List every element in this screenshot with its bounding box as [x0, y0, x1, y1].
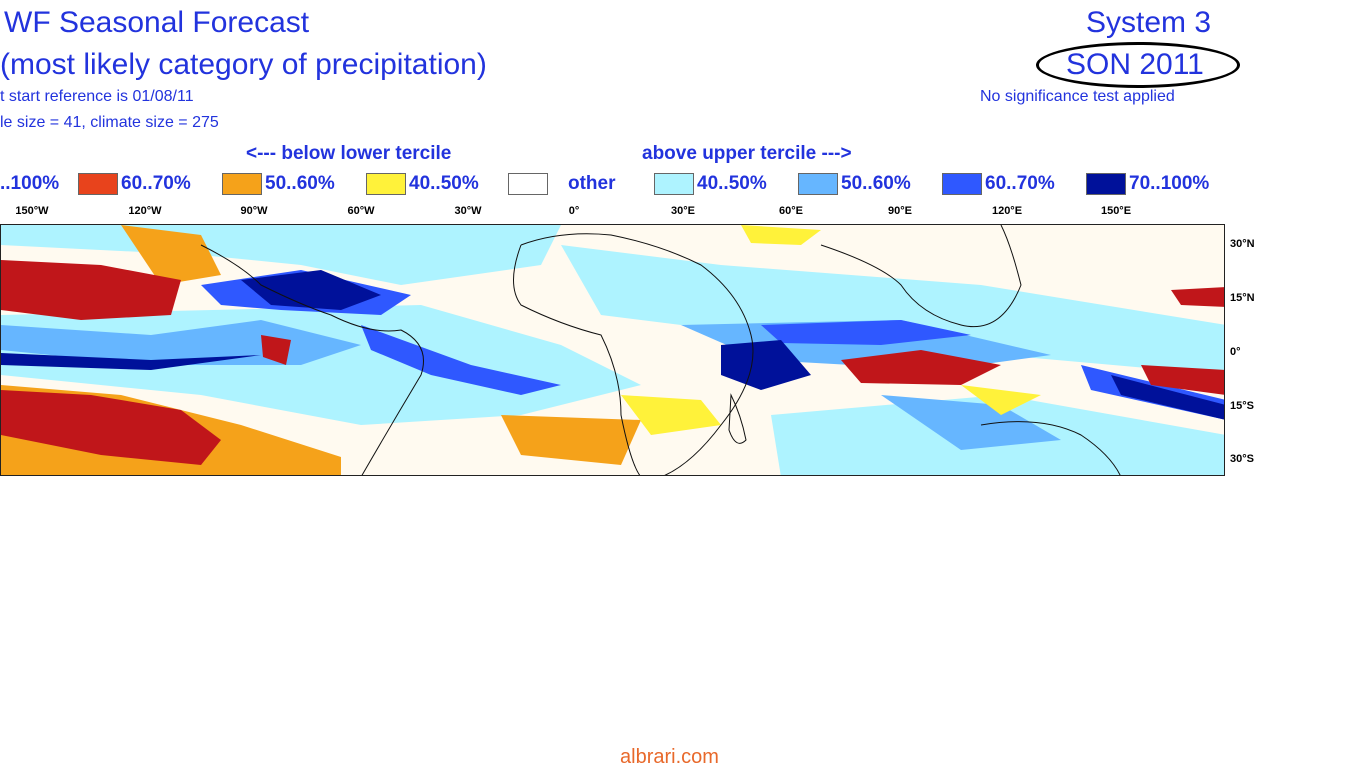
- legend-swatch: [508, 173, 548, 195]
- longitude-label: 150°E: [1100, 205, 1132, 217]
- forecast-title: WF Seasonal Forecast: [4, 6, 310, 39]
- legend-swatch: [654, 173, 694, 195]
- legend-label: 70..100%: [1129, 173, 1210, 194]
- longitude-label: 0°: [568, 205, 580, 217]
- coastline-australia: [980, 421, 1121, 475]
- significance-note: No significance test applied: [980, 88, 1175, 105]
- ensemble-size-text: le size = 41, climate size = 275: [0, 114, 219, 131]
- legend-swatch: [942, 173, 982, 195]
- region-below-60: [1171, 287, 1224, 307]
- region-below-60: [1, 390, 221, 465]
- region-above-60: [761, 320, 971, 345]
- region-below-40: [961, 385, 1041, 415]
- legend-item: 50..60%: [222, 170, 335, 198]
- longitude-label: 30°W: [454, 205, 482, 217]
- legend-item: 40..50%: [654, 170, 767, 198]
- longitude-axis: 150°W 120°W 90°W 60°W 30°W 0° 30°E 60°E …: [0, 205, 1230, 221]
- season-highlight-ellipse: [1036, 42, 1240, 88]
- region-below-60: [261, 335, 291, 365]
- legend-label: 60..70%: [121, 173, 191, 194]
- latitude-label: 15°S: [1230, 400, 1254, 412]
- coastline-americas: [200, 244, 424, 475]
- region-above-50: [881, 395, 1061, 450]
- latitude-label: 0°: [1230, 346, 1241, 358]
- latitude-label: 15°N: [1230, 292, 1255, 304]
- coastline-africa: [520, 233, 754, 475]
- longitude-label: 90°E: [888, 205, 912, 217]
- legend-label: 40..50%: [409, 173, 479, 194]
- legend-label: 60..70%: [985, 173, 1055, 194]
- legend-item: 60..70%: [942, 170, 1055, 198]
- region-below-50: [501, 415, 641, 465]
- legend-item: other: [508, 170, 616, 198]
- legend-swatch: [1086, 173, 1126, 195]
- coastline-west-africa: [513, 244, 641, 475]
- site-credit: albrari.com: [620, 746, 719, 768]
- legend-swatch: [222, 173, 262, 195]
- start-reference-text: t start reference is 01/08/11: [0, 88, 194, 105]
- region-above-70: [721, 340, 811, 390]
- legend-swatch: [366, 173, 406, 195]
- longitude-label: 120°E: [991, 205, 1023, 217]
- legend-swatch: [798, 173, 838, 195]
- region-below-40: [621, 395, 721, 435]
- region-below-60: [841, 350, 1001, 385]
- legend-swatch: [78, 173, 118, 195]
- longitude-label: 150°W: [15, 205, 49, 217]
- region-above-70: [1, 353, 261, 370]
- longitude-label: 60°E: [779, 205, 803, 217]
- region-below-40: [741, 225, 821, 245]
- legend-item: 60..70%: [78, 170, 191, 198]
- region-below-50: [121, 225, 221, 285]
- longitude-label: 30°E: [671, 205, 695, 217]
- legend-label: 50..60%: [841, 173, 911, 194]
- precipitation-forecast-map: [0, 224, 1225, 476]
- legend-below-heading: <--- below lower tercile: [246, 143, 452, 164]
- coastline-asia: [820, 225, 1022, 328]
- region-above-60: [361, 325, 561, 395]
- longitude-label: 60°W: [347, 205, 375, 217]
- region-below-60: [1, 260, 181, 320]
- region-below-60: [1141, 365, 1224, 395]
- season-label: SON 2011: [1066, 48, 1204, 81]
- legend: ..100% 60..70% 50..60% 40..50% other 40.…: [0, 170, 1230, 198]
- forecast-map-graphic: [1, 225, 1224, 475]
- legend-label: 50..60%: [265, 173, 335, 194]
- legend-item: 70..100%: [1086, 170, 1209, 198]
- coastline-madagascar: [728, 393, 747, 444]
- region-above-70: [241, 270, 381, 310]
- legend-label: other: [568, 173, 616, 194]
- legend-above-heading: above upper tercile --->: [642, 143, 852, 164]
- region-above-70: [1111, 375, 1224, 420]
- legend-label: 40..50%: [697, 173, 767, 194]
- longitude-label: 120°W: [128, 205, 162, 217]
- longitude-label: 90°W: [240, 205, 268, 217]
- legend-item: 40..50%: [366, 170, 479, 198]
- region-above-40: [561, 245, 1224, 375]
- latitude-label: 30°N: [1230, 238, 1255, 250]
- forecast-subtitle: (most likely category of precipitation): [0, 48, 487, 81]
- legend-item: 50..60%: [798, 170, 911, 198]
- latitude-label: 30°S: [1230, 453, 1254, 465]
- legend-item: ..100%: [0, 170, 59, 198]
- legend-label: ..100%: [0, 173, 60, 194]
- system-label: System 3: [1086, 6, 1212, 39]
